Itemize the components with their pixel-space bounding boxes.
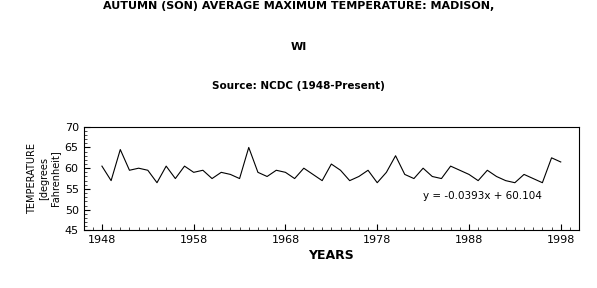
Text: AUTUMN (SON) AVERAGE MAXIMUM TEMPERATURE: MADISON,: AUTUMN (SON) AVERAGE MAXIMUM TEMPERATURE… — [103, 1, 494, 12]
Text: Source: NCDC (1948-Present): Source: NCDC (1948-Present) — [212, 81, 385, 91]
Text: y = -0.0393x + 60.104: y = -0.0393x + 60.104 — [423, 191, 542, 201]
X-axis label: YEARS: YEARS — [309, 249, 354, 262]
Y-axis label: TEMPERATURE
[degrees
Fahrenheit]: TEMPERATURE [degrees Fahrenheit] — [27, 143, 60, 214]
Text: WI: WI — [290, 42, 307, 52]
